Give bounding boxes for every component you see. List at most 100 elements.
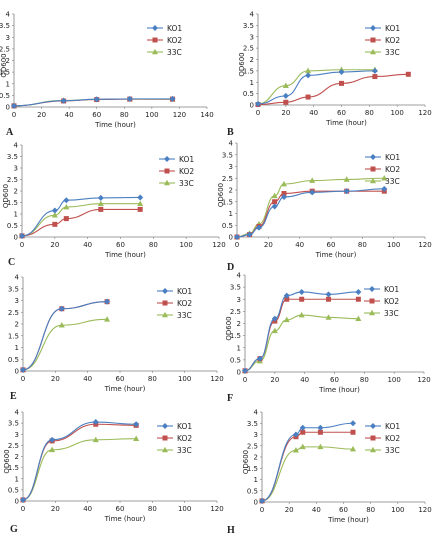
x-tick-label: 0 xyxy=(12,111,16,119)
data-point-ko1 xyxy=(292,431,299,438)
y-tick-label: 4 xyxy=(254,409,259,417)
legend-marker-ko1 xyxy=(370,154,376,160)
data-point-ko2 xyxy=(299,296,305,302)
y-tick-label: 4 xyxy=(237,272,242,280)
y-tick-label: 0 xyxy=(250,102,254,110)
y-tick-label: 3.5 xyxy=(243,22,254,30)
data-point-33c xyxy=(271,327,278,334)
x-tick-label: 20 xyxy=(264,241,273,249)
y-tick-label: 0.5 xyxy=(247,487,258,495)
x-tick-label: 60 xyxy=(92,111,101,119)
data-point-ko2 xyxy=(350,429,356,435)
legend-marker-ko2 xyxy=(164,168,170,174)
y-tick-label: 4 xyxy=(250,11,255,19)
y-tick-label: 3.5 xyxy=(222,151,233,159)
data-point-33c xyxy=(292,447,299,453)
x-tick-label: 80 xyxy=(149,241,158,249)
data-point-ko1 xyxy=(283,292,290,299)
x-axis-label: Time (hour) xyxy=(104,515,146,523)
y-tick-label: 0 xyxy=(254,499,258,507)
panel-letter: H xyxy=(227,525,235,536)
legend-label-ko1: KO1 xyxy=(385,153,400,162)
y-tick-label: 1.5 xyxy=(8,332,19,340)
legend-label-33c: 33C xyxy=(177,446,192,455)
x-tick-label: 40 xyxy=(295,241,304,249)
series-line-ko2 xyxy=(21,208,141,237)
legend-label-33c: 33C xyxy=(384,309,399,318)
x-tick-label: 0 xyxy=(243,376,247,384)
y-tick-label: 3 xyxy=(229,163,233,171)
y-axis-label: OD600 xyxy=(242,450,250,474)
legend-label-ko1: KO1 xyxy=(167,24,182,33)
legend-label-ko2: KO2 xyxy=(179,167,194,176)
y-tick-label: 0 xyxy=(237,369,241,377)
x-tick-label: 100 xyxy=(179,241,192,249)
data-point-33c xyxy=(49,446,56,453)
y-tick-label: 2 xyxy=(14,188,18,196)
y-tick-label: 0.5 xyxy=(0,92,10,100)
y-tick-label: 1 xyxy=(15,344,19,352)
series-line-ko1 xyxy=(261,422,354,502)
x-tick-label: 60 xyxy=(327,241,336,249)
data-point-ko1 xyxy=(246,231,253,238)
data-point-ko2 xyxy=(326,296,332,302)
data-point-ko1 xyxy=(355,288,362,295)
y-axis-label: OD600 xyxy=(0,53,8,77)
legend-label-33c: 33C xyxy=(385,446,400,455)
x-axis-label: Time (hour) xyxy=(104,385,146,393)
data-point-ko2 xyxy=(305,94,311,100)
y-tick-label: 2 xyxy=(15,453,19,461)
y-axis-label: OD600 xyxy=(217,183,225,207)
data-point-ko1 xyxy=(271,315,278,322)
legend-label-ko2: KO2 xyxy=(177,299,192,308)
data-point-ko1 xyxy=(350,420,357,427)
data-point-ko1 xyxy=(255,224,262,231)
data-point-ko1 xyxy=(133,421,140,428)
x-tick-label: 120 xyxy=(210,375,223,383)
legend-marker-33c xyxy=(164,179,170,186)
data-point-ko1 xyxy=(255,100,261,107)
data-point-33c xyxy=(51,211,58,218)
x-tick-label: 140 xyxy=(200,111,213,119)
x-axis-label: Time (hour) xyxy=(104,251,146,259)
data-point-ko1 xyxy=(343,188,350,195)
legend-marker-ko2 xyxy=(369,298,375,304)
x-tick-label: 0 xyxy=(21,375,25,383)
x-tick-label: 120 xyxy=(418,241,431,249)
x-tick-label: 20 xyxy=(270,376,279,384)
legend-label-ko1: KO1 xyxy=(177,422,192,431)
legend-marker-ko1 xyxy=(164,156,170,162)
data-point-ko1 xyxy=(93,96,100,103)
data-point-ko2 xyxy=(317,429,323,435)
x-tick-label: 120 xyxy=(417,376,430,384)
x-axis-label: Time (hour) xyxy=(94,121,136,129)
data-point-ko1 xyxy=(371,67,378,74)
data-point-ko1 xyxy=(97,194,104,201)
legend-label-33c: 33C xyxy=(167,48,182,57)
legend-marker-ko1 xyxy=(152,25,158,31)
data-point-33c xyxy=(298,311,305,318)
panel-letter: A xyxy=(6,127,14,138)
legend-label-ko1: KO1 xyxy=(385,422,400,431)
legend-label-33c: 33C xyxy=(177,311,192,320)
y-tick-label: 0.5 xyxy=(8,486,19,494)
data-point-ko1 xyxy=(298,288,305,295)
y-tick-label: 2 xyxy=(229,187,233,195)
y-tick-label: 0 xyxy=(15,368,19,376)
series-line-ko2 xyxy=(261,431,354,502)
x-tick-label: 20 xyxy=(51,375,60,383)
y-axis-label: OD600 xyxy=(2,184,10,208)
panel-letter: B xyxy=(227,127,234,138)
y-tick-label: 3.5 xyxy=(247,420,258,428)
x-tick-label: 20 xyxy=(50,241,59,249)
y-tick-label: 2 xyxy=(254,454,258,462)
data-point-ko1 xyxy=(259,497,265,504)
y-tick-label: 3 xyxy=(250,33,254,41)
x-tick-label: 40 xyxy=(65,111,74,119)
legend-marker-33c xyxy=(370,446,376,453)
data-point-ko1 xyxy=(281,194,287,201)
x-tick-label: 80 xyxy=(120,111,129,119)
